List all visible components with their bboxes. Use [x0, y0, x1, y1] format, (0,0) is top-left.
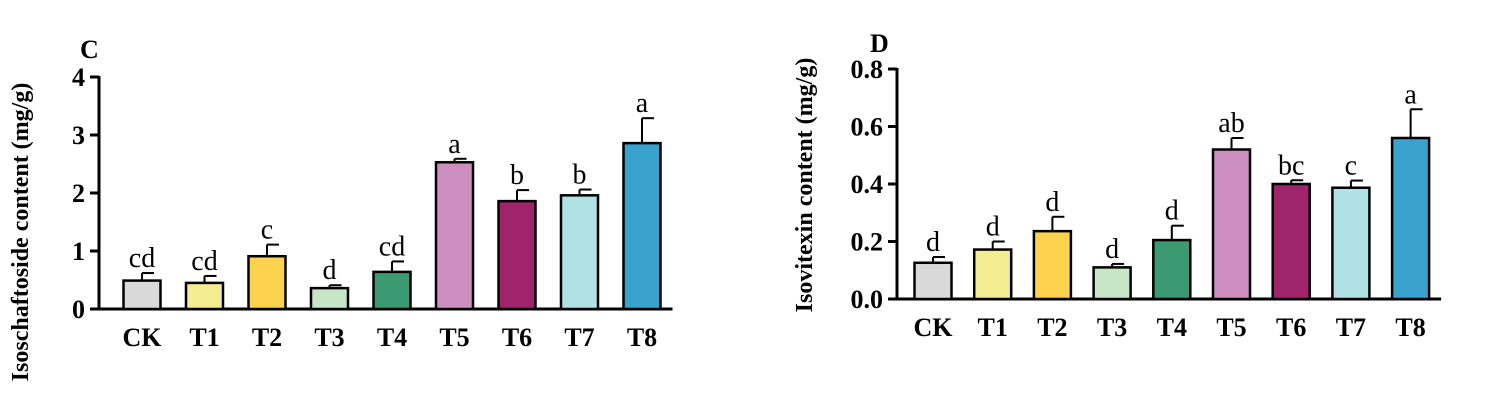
significance-label: ab [1218, 108, 1244, 139]
x-tick-label: T3 [1097, 313, 1127, 342]
bar-ck [913, 261, 953, 301]
bar-t5 [1211, 148, 1252, 301]
significance-label: a [1404, 79, 1417, 110]
x-tick-label: CK [914, 313, 954, 342]
y-tick-label: 0.6 [851, 113, 884, 142]
bar-t2 [1032, 229, 1073, 301]
bar-t4 [1152, 238, 1192, 301]
bar-t8 [622, 141, 662, 311]
bar-t7 [559, 194, 600, 311]
significance-label: d [323, 255, 337, 286]
y-tick-label: 1 [72, 237, 85, 266]
bar-t1 [184, 281, 225, 311]
x-tick-label: T5 [439, 323, 469, 352]
x-tick-label: T2 [1037, 313, 1067, 342]
x-tick-label: T2 [252, 323, 282, 352]
bar-t1 [972, 248, 1013, 301]
bar-t4 [372, 270, 412, 311]
significance-label: b [573, 160, 587, 191]
x-tick-label: T1 [978, 313, 1008, 342]
x-tick-label: T8 [627, 323, 657, 352]
x-tick-label: T3 [314, 323, 344, 352]
bar-t5 [434, 161, 475, 311]
significance-label: cd [191, 246, 217, 277]
x-tick-label: T1 [189, 323, 219, 352]
significance-label: cd [379, 231, 405, 262]
significance-label: d [1105, 234, 1119, 265]
y-tick-label: 0.4 [851, 170, 884, 199]
y-tick-label: 3 [72, 121, 85, 150]
y-tick-label: 2 [72, 179, 85, 208]
x-tick-label: T6 [1276, 313, 1306, 342]
bar-t2 [247, 254, 287, 311]
y-axis-label: Isovitexin content (mg/g) [792, 58, 818, 313]
significance-label: d [1165, 196, 1179, 227]
x-tick-label: T4 [1157, 313, 1187, 342]
panel-d: D Isovitexin content (mg/g) 0.0 0.2 0.4 0.6… [792, 29, 1442, 342]
chart-marks: 0.0 0.2 0.4 0.6 0.8 d CK d T1 d T2 d T3 d T4 ab T5 bc T6 c T… [851, 55, 1442, 342]
significance-label: c [261, 215, 273, 246]
bar-t7 [1331, 186, 1371, 301]
bar-t3 [1092, 266, 1132, 301]
panel-label: C [80, 35, 99, 64]
significance-label: d [926, 227, 940, 258]
significance-label: c [1345, 151, 1357, 182]
significance-label: bc [1278, 150, 1304, 181]
significance-label: d [986, 212, 1000, 243]
panel-label: D [870, 29, 889, 58]
x-tick-label: T4 [377, 323, 407, 352]
x-tick-label: T7 [1336, 313, 1366, 342]
y-tick-label: 4 [72, 63, 85, 92]
bar-t6 [1271, 182, 1311, 301]
panel-c: C Isoschaftoside content (mg/g) 01234cdC… [8, 35, 673, 381]
chart-marks: 0 1 2 3 4 cd CK cd T1 c T2 d T3 cd T4 a T5 b T6 b T7 a T8 [72, 63, 673, 352]
significance-label: a [448, 129, 461, 160]
bar-t6 [497, 199, 537, 311]
bar-ck [122, 279, 162, 311]
x-tick-label: T8 [1395, 313, 1425, 342]
bar-t8 [1390, 136, 1431, 301]
y-tick-label: 0 [72, 295, 85, 324]
y-tick-label: 0.0 [851, 285, 884, 314]
x-tick-label: T6 [502, 323, 532, 352]
significance-label: d [1045, 187, 1059, 218]
y-tick-label: 0.8 [851, 55, 884, 84]
x-tick-label: T5 [1216, 313, 1246, 342]
y-tick-label: 0.2 [851, 228, 884, 257]
bar-t3 [309, 286, 350, 311]
y-axis-label: Isoschaftoside content (mg/g) [8, 83, 34, 382]
significance-label: b [510, 160, 524, 191]
significance-label: cd [129, 243, 155, 274]
significance-label: a [636, 88, 649, 119]
x-tick-label: CK [123, 323, 163, 352]
x-tick-label: T7 [564, 323, 594, 352]
